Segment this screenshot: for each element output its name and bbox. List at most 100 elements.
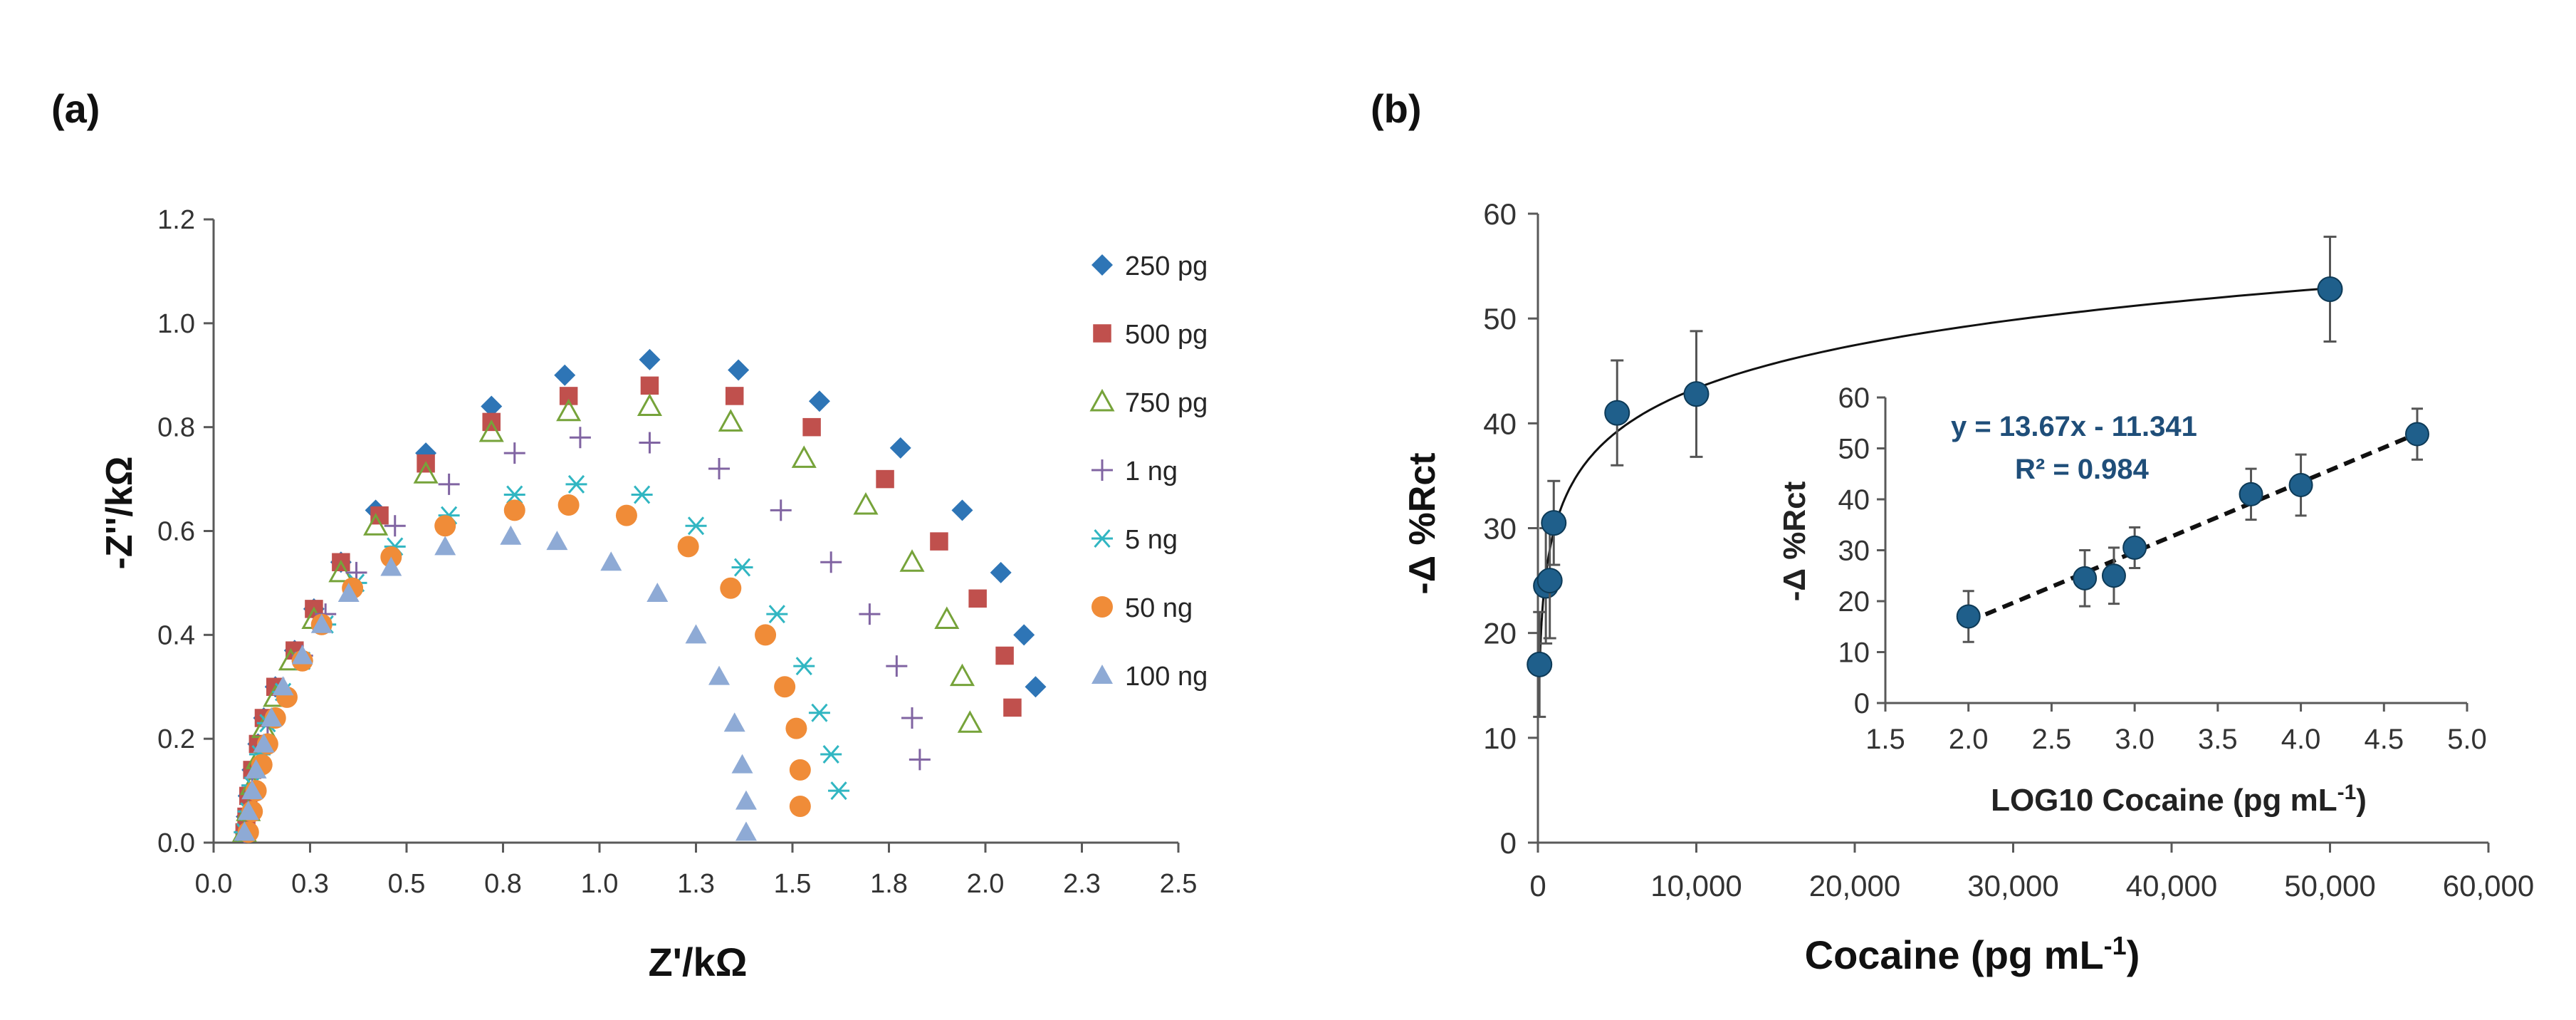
data-point (1527, 610, 1553, 718)
marker-stroke (822, 745, 839, 764)
y-tick-label: 50 (1483, 302, 1517, 335)
data-point (789, 759, 811, 781)
data-point (380, 556, 402, 576)
data-point (1541, 479, 1567, 566)
data-point (930, 532, 948, 551)
data-point (478, 419, 504, 442)
x-tick-label: 2.0 (967, 869, 1005, 899)
inset-data-points (1956, 407, 2429, 643)
legend-item: 50 ng (1091, 593, 1193, 623)
x-tick-label: 40,000 (2126, 869, 2217, 902)
data-point (1536, 521, 1563, 640)
data-point (1003, 698, 1022, 717)
x-tick-label: 2.3 (1063, 869, 1101, 899)
panel-a-label: (a) (51, 86, 100, 131)
legend-marker (1091, 665, 1113, 684)
data-point (639, 432, 661, 454)
marker-stroke (687, 516, 705, 536)
series-1-ng (234, 427, 931, 843)
x-tick-label: 2.5 (1160, 869, 1198, 899)
inset-y-axis-label: -Δ %Rct (1777, 481, 1812, 601)
data-point (384, 515, 406, 537)
x-tick-label: 30,000 (1967, 869, 2058, 902)
series-5-ng (234, 474, 850, 842)
y-tick-label: 1.0 (157, 309, 195, 339)
data-point (565, 474, 587, 494)
x-tick-label: 0.8 (484, 869, 522, 899)
y-tick-label: 40 (1483, 407, 1517, 440)
x-tick-label: 10,000 (1650, 869, 1742, 902)
legend-marker (1091, 254, 1113, 276)
data-point (631, 485, 653, 504)
data-point (546, 531, 568, 551)
data-marker (1956, 604, 1981, 629)
panel-a-legend: 250 pg 500 pg 750 pg 1 ng 5 ng 50 ng 100 ng (1089, 251, 1208, 692)
data-point (640, 376, 659, 395)
marker-stroke (795, 657, 812, 676)
x-tick-label: 2.5 (2032, 724, 2072, 755)
data-marker (1541, 510, 1567, 536)
legend-marker (1091, 459, 1113, 481)
marker-stroke (811, 703, 828, 722)
data-point (337, 583, 360, 602)
data-point (503, 485, 525, 504)
data-marker (2122, 535, 2147, 560)
data-point (615, 504, 637, 526)
panel-a-x-axis-label: Z'/kΩ (648, 940, 747, 984)
data-marker (2404, 422, 2429, 447)
data-point (951, 499, 973, 521)
data-point (968, 589, 987, 608)
data-point (899, 549, 925, 572)
x-tick-label: 1.0 (581, 869, 619, 899)
x-tick-label: 50,000 (2284, 869, 2375, 902)
panel-b-axes (1528, 212, 2490, 853)
data-point (291, 645, 313, 665)
data-point (253, 733, 275, 753)
data-point (995, 646, 1014, 665)
inset-x-axis-label: LOG10 Cocaine (pg mL-1) (1991, 781, 2367, 818)
y-tick-label: 0.6 (157, 517, 195, 547)
data-point (637, 393, 663, 416)
data-point (808, 390, 830, 412)
legend-label: 5 ng (1125, 525, 1178, 555)
data-point (557, 494, 580, 516)
data-marker (2073, 566, 2098, 590)
inset-r-squared: R² = 0.984 (2015, 454, 2150, 485)
data-marker (2101, 563, 2126, 588)
x-tick-label: 0.3 (291, 869, 329, 899)
data-point (957, 710, 983, 733)
y-tick-label: 40 (1838, 484, 1870, 516)
data-point (600, 551, 622, 571)
x-tick-label: 1.5 (1865, 724, 1905, 755)
data-point (735, 790, 757, 810)
x-tick-label: 3.0 (2115, 724, 2154, 755)
legend-item: 1 ng (1091, 457, 1178, 486)
y-tick-label: 0.0 (157, 828, 195, 858)
data-point (503, 442, 525, 464)
panel-a-data-points (231, 348, 1047, 843)
data-marker (1536, 568, 1563, 594)
data-point (413, 461, 439, 484)
data-marker (1527, 651, 1553, 677)
marker-stroke (633, 485, 651, 504)
data-marker (2239, 482, 2263, 506)
y-tick-label: 1.2 (157, 205, 195, 235)
panel-a: (a) 0.0 0.2 0.4 0.6 0.8 1.0 1.2 0.0 0.3 0.5 0.8 1.… (51, 86, 1208, 984)
legend-item: 750 pg (1089, 388, 1208, 418)
legend-marker (1091, 529, 1113, 548)
data-point (791, 445, 817, 468)
data-point (481, 395, 503, 417)
y-tick-label: 60 (1483, 197, 1517, 231)
data-point (434, 515, 456, 537)
legend-marker (1091, 596, 1113, 618)
legend-label: 50 ng (1125, 593, 1193, 623)
panel-b-x-axis-label: Cocaine (pg mL-1) (1805, 931, 2140, 977)
data-point (2317, 235, 2343, 343)
x-tick-label: 1.8 (870, 869, 908, 899)
y-tick-label: 0.4 (157, 620, 195, 650)
data-point (802, 417, 821, 437)
data-point (500, 525, 522, 545)
data-point (1604, 359, 1630, 467)
data-point (820, 745, 842, 764)
data-point (853, 491, 879, 515)
